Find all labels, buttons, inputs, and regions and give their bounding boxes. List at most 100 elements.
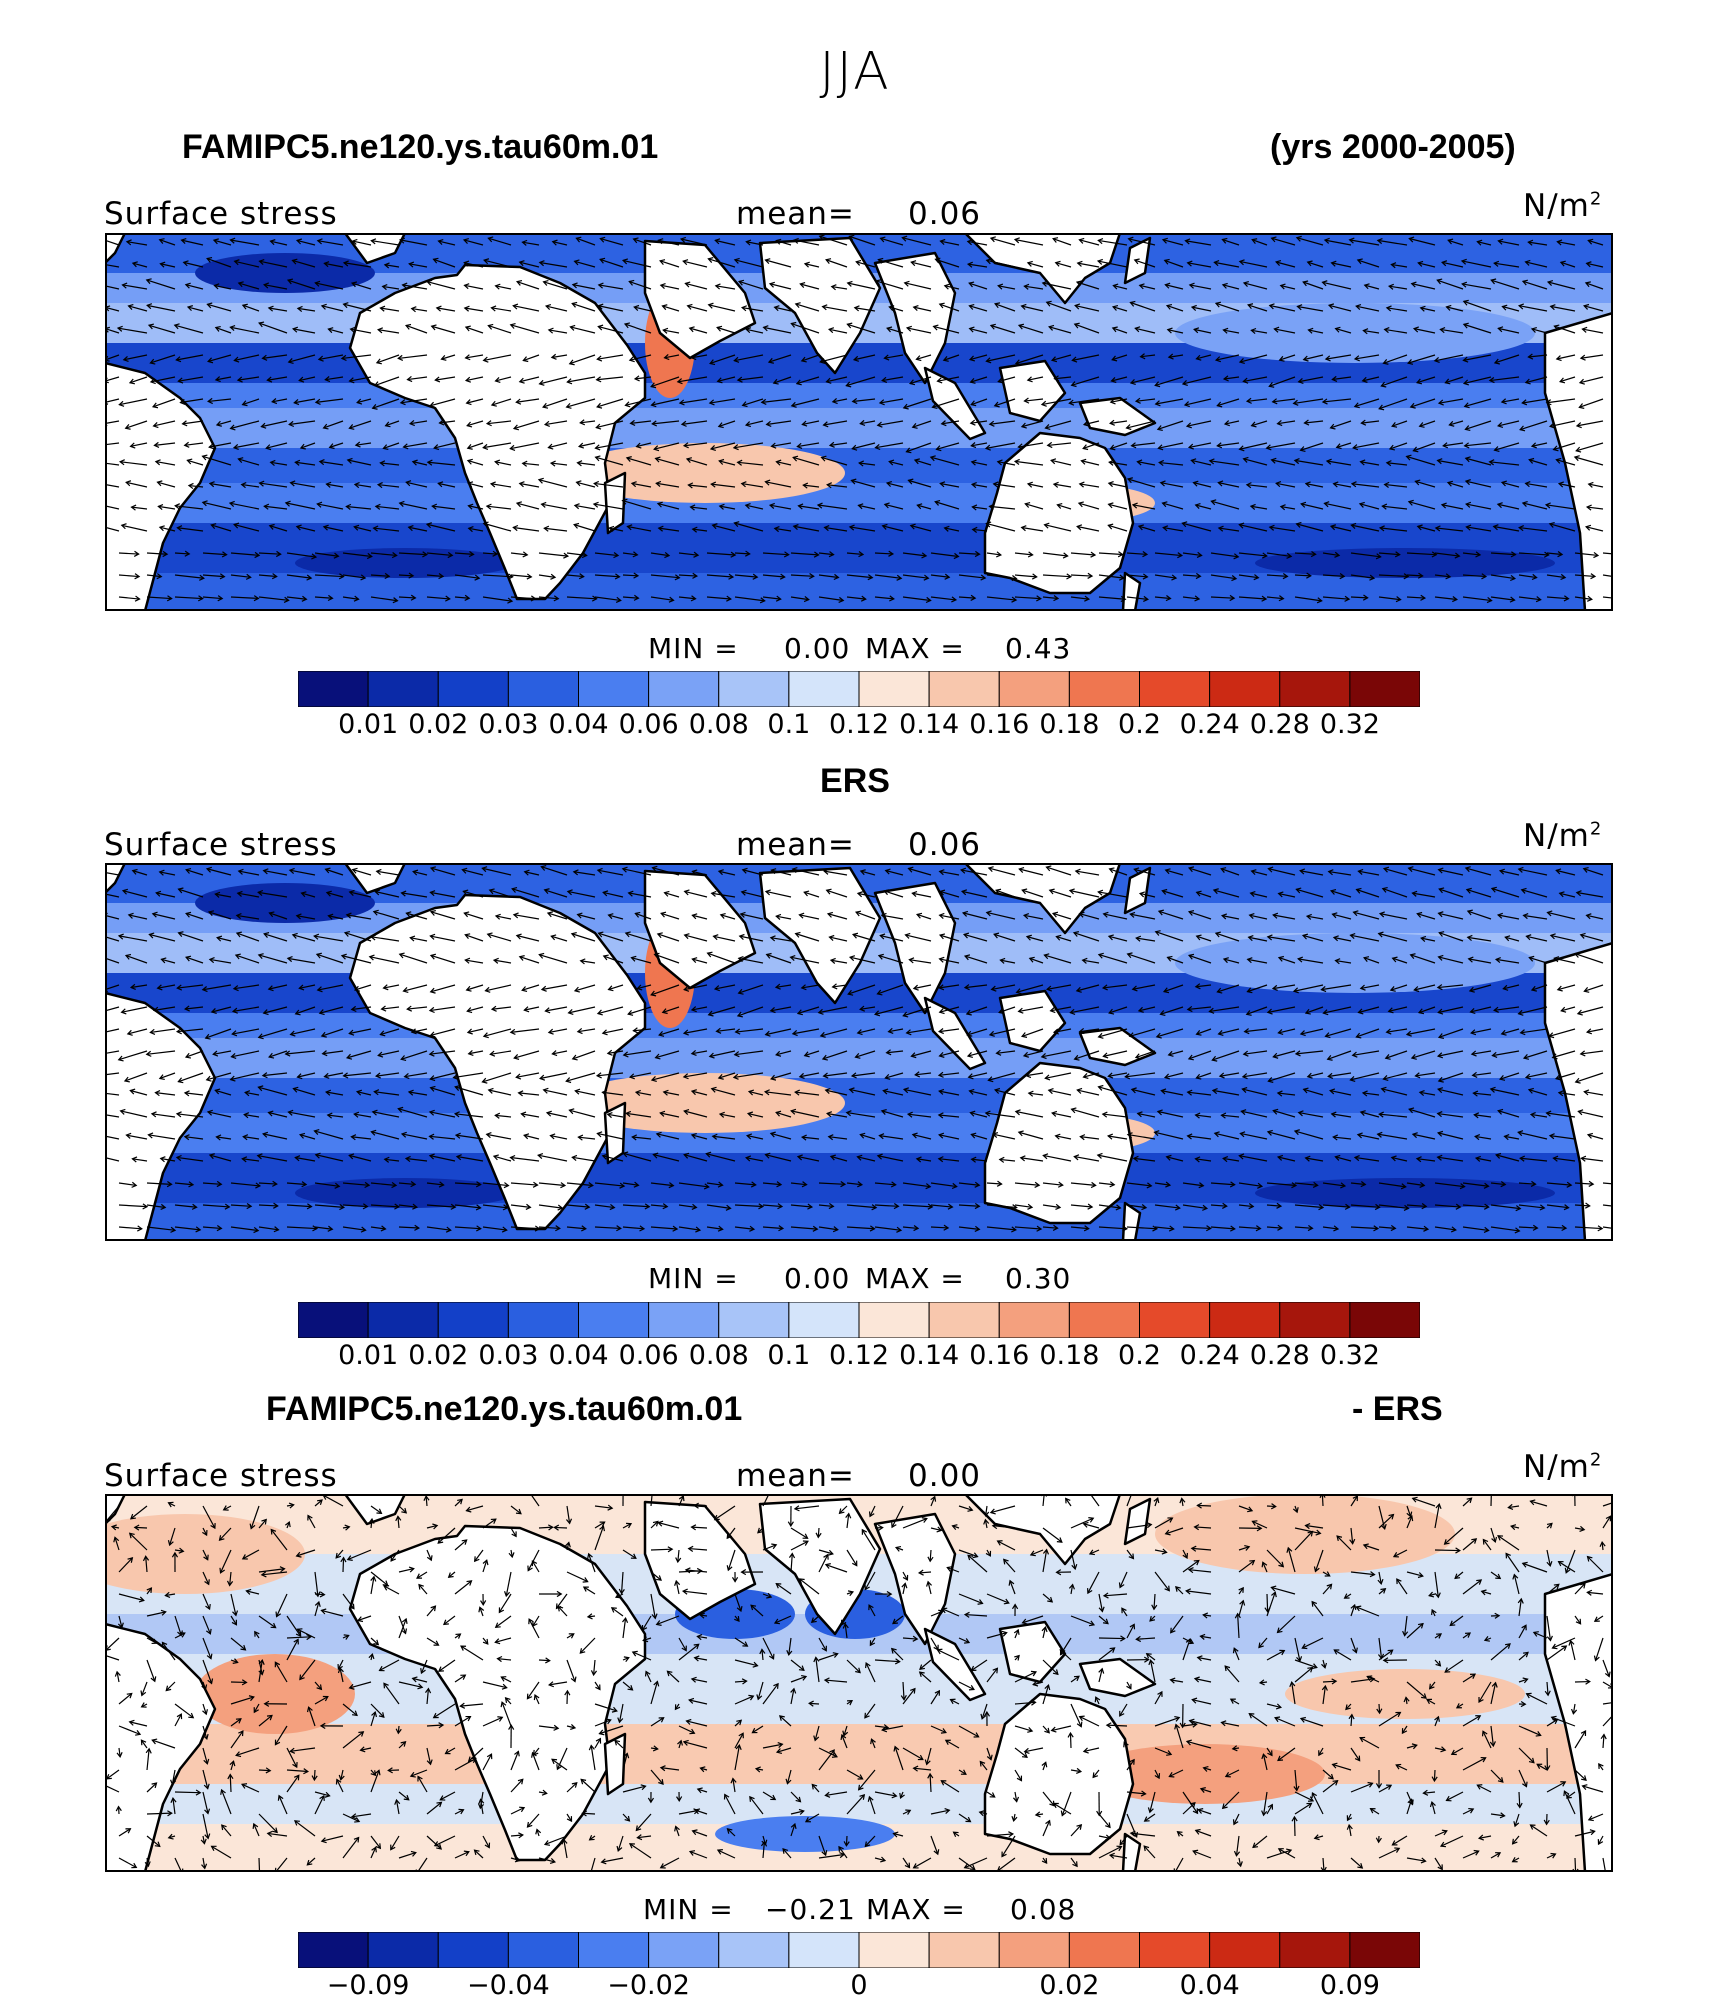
stress-arrowhead xyxy=(859,1132,866,1139)
stress-arrowhead xyxy=(650,382,657,389)
stress-arrowhead xyxy=(1121,1607,1127,1614)
stress-arrow xyxy=(567,376,596,383)
stress-arrow xyxy=(627,525,652,532)
stress-arrowhead xyxy=(1382,1075,1389,1082)
field-band xyxy=(105,1013,1613,1038)
stress-arrow xyxy=(426,596,450,600)
stress-arrowhead xyxy=(1357,868,1364,875)
colorbar-box xyxy=(998,670,1070,708)
stress-arrowhead xyxy=(1483,1636,1490,1642)
colorbar-box xyxy=(1279,1301,1351,1339)
stress-arrowhead xyxy=(431,503,438,510)
stress-arrow xyxy=(174,552,190,555)
stress-arrowhead xyxy=(879,236,886,243)
stress-arrowhead xyxy=(1336,1535,1343,1542)
stress-arrowhead xyxy=(1491,1681,1498,1688)
stress-arrowhead xyxy=(1097,889,1104,896)
stress-arrowhead xyxy=(1078,911,1085,918)
stress-arrow xyxy=(1298,376,1324,383)
stress-arrow xyxy=(524,871,540,876)
stress-arrowhead xyxy=(823,524,830,532)
stress-arrowhead xyxy=(574,1088,581,1095)
stress-arrowhead xyxy=(504,1697,511,1703)
stress-arrowhead xyxy=(1419,305,1426,312)
field-anomaly xyxy=(565,1073,845,1133)
stress-arrowhead xyxy=(628,356,635,363)
stress-arrowhead xyxy=(740,305,747,312)
stress-arrowhead xyxy=(778,1715,785,1721)
stress-arrow xyxy=(993,933,1016,942)
stress-arrow xyxy=(792,1028,820,1035)
stress-arrowhead xyxy=(538,379,545,386)
stress-arrowhead xyxy=(428,1006,435,1014)
stress-arrow xyxy=(967,1554,988,1573)
stress-arrow xyxy=(1416,1158,1436,1162)
stress-arrow xyxy=(1135,327,1156,334)
stress-arrowhead xyxy=(149,378,156,385)
stress-arrow xyxy=(650,1226,678,1230)
stress-arrowhead xyxy=(1575,890,1582,897)
stress-arrow xyxy=(1252,1520,1268,1529)
stress-arrow xyxy=(1546,1226,1567,1229)
stress-arrow xyxy=(1162,502,1184,510)
stress-arrowhead xyxy=(550,353,557,360)
stress-arrow xyxy=(1335,1156,1352,1162)
stress-arrowhead xyxy=(855,1667,861,1674)
stress-arrowhead xyxy=(288,1502,295,1509)
stress-arrowhead xyxy=(867,574,874,581)
stress-arrow xyxy=(1070,1584,1074,1595)
stress-arrow xyxy=(454,574,480,579)
stress-arrowhead xyxy=(1433,356,1440,364)
stress-arrowhead xyxy=(205,866,212,873)
stress-arrowhead xyxy=(1134,1053,1141,1060)
stress-arrow xyxy=(634,376,652,380)
panel1-map xyxy=(105,233,1613,611)
stress-arrow xyxy=(738,280,764,290)
stress-arrow xyxy=(930,1610,944,1617)
stress-arrow xyxy=(1296,237,1324,246)
stress-arrowhead xyxy=(206,256,213,263)
stress-arrowhead xyxy=(602,890,609,897)
stress-arrowhead xyxy=(656,1575,662,1581)
stress-arrowhead xyxy=(656,932,663,939)
stress-arrowhead xyxy=(627,890,634,897)
stress-arrowhead xyxy=(775,238,782,245)
stress-arrowhead xyxy=(882,1088,889,1095)
stress-arrowhead xyxy=(343,1634,350,1640)
stress-arrowhead xyxy=(160,1203,167,1211)
colorbar-box xyxy=(648,670,720,708)
stress-arrow xyxy=(1378,932,1408,942)
stress-arrowhead xyxy=(1474,1155,1481,1162)
stress-arrow xyxy=(969,1090,988,1096)
stress-arrowhead xyxy=(586,1613,593,1620)
stress-arrowhead xyxy=(432,1712,439,1719)
stress-arrowhead xyxy=(1275,260,1282,266)
stress-arrowhead xyxy=(801,1181,808,1188)
stress-arrow xyxy=(971,398,988,406)
stress-arrow xyxy=(466,398,484,404)
stress-arrow xyxy=(531,1560,540,1573)
stress-arrow xyxy=(528,1618,540,1639)
stress-arrow xyxy=(1561,1006,1576,1012)
stress-arrow xyxy=(242,398,260,406)
stress-arrow xyxy=(1222,284,1240,290)
stress-arrow xyxy=(1210,1226,1235,1230)
stress-arrow xyxy=(483,1028,512,1037)
stress-arrow xyxy=(463,890,484,898)
stress-arrow xyxy=(1378,1571,1382,1585)
stress-arrow xyxy=(597,1132,624,1140)
stress-arrowhead xyxy=(481,1077,488,1084)
stress-arrowhead xyxy=(943,1224,950,1231)
stress-arrowhead xyxy=(512,912,519,919)
stress-arrow xyxy=(1575,1072,1604,1083)
stress-arrow xyxy=(105,1114,120,1118)
stress-arrowhead xyxy=(1417,260,1424,267)
stress-arrowhead xyxy=(796,1009,803,1016)
stress-arrowhead xyxy=(581,551,588,559)
stress-arrowhead xyxy=(553,595,560,602)
stress-arrowhead xyxy=(356,1616,364,1623)
land-mass xyxy=(603,1101,627,1165)
stress-arrowhead xyxy=(512,524,519,532)
stress-arrowhead xyxy=(968,326,975,333)
stress-arrowhead xyxy=(342,260,349,267)
